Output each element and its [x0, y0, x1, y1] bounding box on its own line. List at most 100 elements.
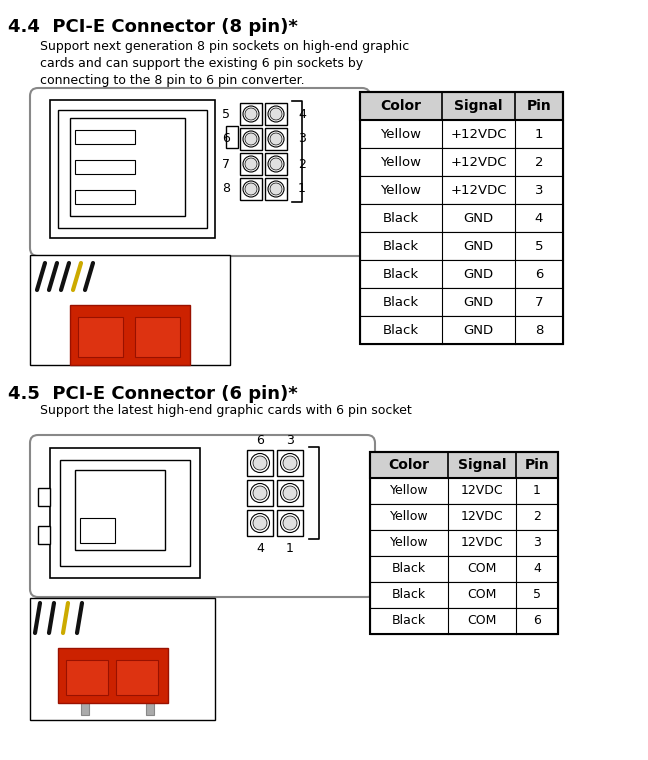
Bar	[240, 153, 262, 175]
Bar	[78, 317, 123, 357]
Text: +12VDC: +12VDC	[450, 128, 507, 141]
Circle shape	[283, 516, 297, 530]
Text: GND: GND	[463, 239, 494, 252]
Bar	[75, 190, 135, 204]
Bar	[240, 128, 262, 150]
Circle shape	[245, 133, 257, 145]
Circle shape	[281, 454, 299, 473]
Text: Black: Black	[392, 562, 426, 575]
Text: 4: 4	[535, 211, 543, 224]
Bar	[265, 103, 287, 125]
Bar	[60, 460, 190, 566]
Text: 4: 4	[256, 541, 264, 555]
Text: Yellow: Yellow	[380, 156, 421, 169]
Bar	[116, 660, 158, 695]
Bar	[70, 118, 185, 216]
Bar	[370, 556, 558, 582]
Circle shape	[253, 516, 267, 530]
Bar	[70, 305, 190, 365]
Bar	[75, 130, 135, 144]
Bar	[58, 648, 168, 703]
Bar	[265, 128, 287, 150]
Bar	[30, 598, 215, 720]
Text: 4: 4	[533, 562, 541, 575]
Circle shape	[253, 486, 267, 500]
Text: Yellow: Yellow	[389, 537, 428, 549]
Circle shape	[245, 158, 257, 170]
Text: COM: COM	[467, 588, 496, 601]
Bar	[247, 480, 273, 506]
Text: 3: 3	[535, 183, 543, 197]
Circle shape	[245, 108, 257, 120]
Bar	[156, 330, 164, 360]
Text: Yellow: Yellow	[380, 183, 421, 197]
Text: 3: 3	[298, 132, 306, 145]
Text: 8: 8	[222, 182, 230, 195]
Text: 6: 6	[256, 433, 264, 447]
Text: +12VDC: +12VDC	[450, 156, 507, 169]
Circle shape	[281, 514, 299, 533]
Bar	[360, 92, 563, 344]
Bar	[247, 510, 273, 536]
Bar	[370, 478, 558, 504]
Circle shape	[270, 133, 282, 145]
Bar	[247, 450, 273, 476]
Text: GND: GND	[463, 268, 494, 280]
Text: GND: GND	[463, 324, 494, 337]
Bar	[86, 330, 94, 360]
Text: 4: 4	[298, 107, 306, 121]
Text: 2: 2	[298, 157, 306, 170]
Text: Support the latest high-end graphic cards with 6 pin socket: Support the latest high-end graphic card…	[40, 404, 411, 417]
Text: COM: COM	[467, 562, 496, 575]
Text: 5: 5	[535, 239, 543, 252]
Circle shape	[251, 483, 270, 502]
Bar	[360, 316, 563, 344]
Bar	[370, 530, 558, 556]
Bar	[75, 160, 135, 174]
Bar	[66, 660, 108, 695]
Bar	[240, 103, 262, 125]
Bar	[135, 317, 180, 357]
Bar	[370, 452, 558, 634]
Text: 4.4  PCI-E Connector (8 pin)*: 4.4 PCI-E Connector (8 pin)*	[8, 18, 298, 36]
Text: Black: Black	[383, 211, 419, 224]
Bar	[277, 510, 303, 536]
Text: 1: 1	[535, 128, 543, 141]
Circle shape	[243, 131, 259, 147]
Bar	[360, 260, 563, 288]
Text: Pin: Pin	[525, 458, 550, 472]
Bar	[38, 488, 50, 506]
Bar	[81, 687, 89, 715]
Text: 5: 5	[533, 588, 541, 601]
Circle shape	[270, 183, 282, 195]
Bar	[58, 110, 207, 228]
Bar	[360, 204, 563, 232]
Text: Black: Black	[383, 268, 419, 280]
Bar	[240, 178, 262, 200]
Text: 8: 8	[535, 324, 543, 337]
Bar	[360, 176, 563, 204]
Text: 7: 7	[222, 157, 230, 170]
Circle shape	[251, 454, 270, 473]
Text: GND: GND	[463, 211, 494, 224]
Text: 1: 1	[533, 485, 541, 498]
Text: Pin: Pin	[527, 99, 551, 113]
Text: 6: 6	[533, 615, 541, 628]
Text: 12VDC: 12VDC	[461, 511, 503, 524]
Bar	[50, 448, 200, 578]
Bar	[80, 518, 115, 543]
Text: Black: Black	[383, 296, 419, 309]
Bar	[226, 126, 238, 148]
Circle shape	[253, 456, 267, 470]
Circle shape	[243, 156, 259, 172]
FancyBboxPatch shape	[30, 435, 375, 597]
FancyBboxPatch shape	[30, 88, 370, 256]
Text: Yellow: Yellow	[389, 485, 428, 498]
Text: 12VDC: 12VDC	[461, 537, 503, 549]
Circle shape	[251, 514, 270, 533]
Text: 5: 5	[222, 107, 230, 121]
Text: 6: 6	[222, 132, 230, 145]
Circle shape	[243, 181, 259, 197]
Bar	[265, 153, 287, 175]
Bar	[370, 608, 558, 634]
